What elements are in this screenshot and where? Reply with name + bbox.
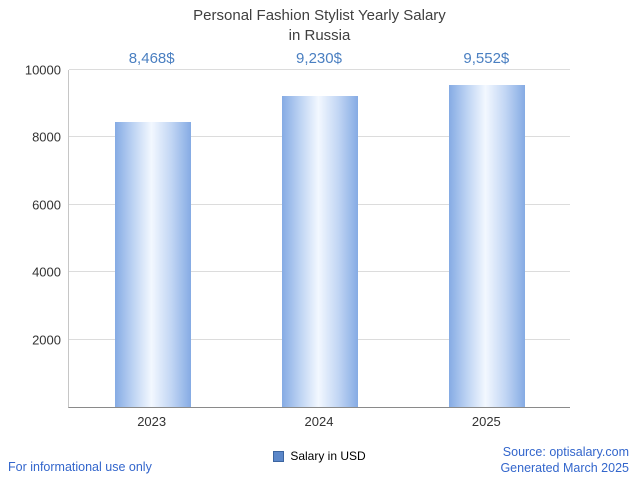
value-label-2025: 9,552$ xyxy=(463,50,510,67)
chart-title-line1: Personal Fashion Stylist Yearly Salary xyxy=(193,7,446,24)
bar-2025 xyxy=(448,85,525,407)
plot-area: 2000 4000 6000 8000 10000 xyxy=(25,63,570,408)
gridline-10000 xyxy=(69,69,570,70)
chart-title: Personal Fashion Stylist Yearly Salary i… xyxy=(0,6,639,47)
legend-label: Salary in USD xyxy=(290,449,366,463)
x-label-2025: 2025 xyxy=(471,414,501,429)
bar-2023 xyxy=(114,121,191,407)
y-tick-label-2000: 2000 xyxy=(32,332,61,348)
footer-source-block: Source: optisalary.com Generated March 2… xyxy=(500,444,629,476)
value-label-2024: 9,230$ xyxy=(296,50,342,67)
legend: Salary in USD xyxy=(0,449,639,463)
value-label-2023: 8,468$ xyxy=(128,50,175,67)
y-tick-label-6000: 6000 xyxy=(32,197,61,213)
plot-wrap: 2000 4000 6000 8000 10000 xyxy=(25,63,570,408)
bar-2024 xyxy=(281,95,358,407)
y-tick-label-10000: 10000 xyxy=(24,62,61,78)
y-tick-label-4000: 4000 xyxy=(32,264,61,280)
generated-date: Generated March 2025 xyxy=(500,461,629,475)
bar-value-labels: 8,468$ 9,230$ 9,552$ xyxy=(68,50,570,70)
chart-title-line2: in Russia xyxy=(288,27,351,45)
x-label-2024: 2024 xyxy=(304,414,334,429)
disclaimer-text: For informational use only xyxy=(8,460,152,474)
y-tick-label-8000: 8000 xyxy=(32,129,61,145)
legend-swatch-icon xyxy=(273,450,285,462)
x-axis-labels: 2023 2024 2025 xyxy=(68,414,570,432)
x-label-2023: 2023 xyxy=(137,414,167,429)
source-link[interactable]: Source: optisalary.com xyxy=(502,445,629,459)
